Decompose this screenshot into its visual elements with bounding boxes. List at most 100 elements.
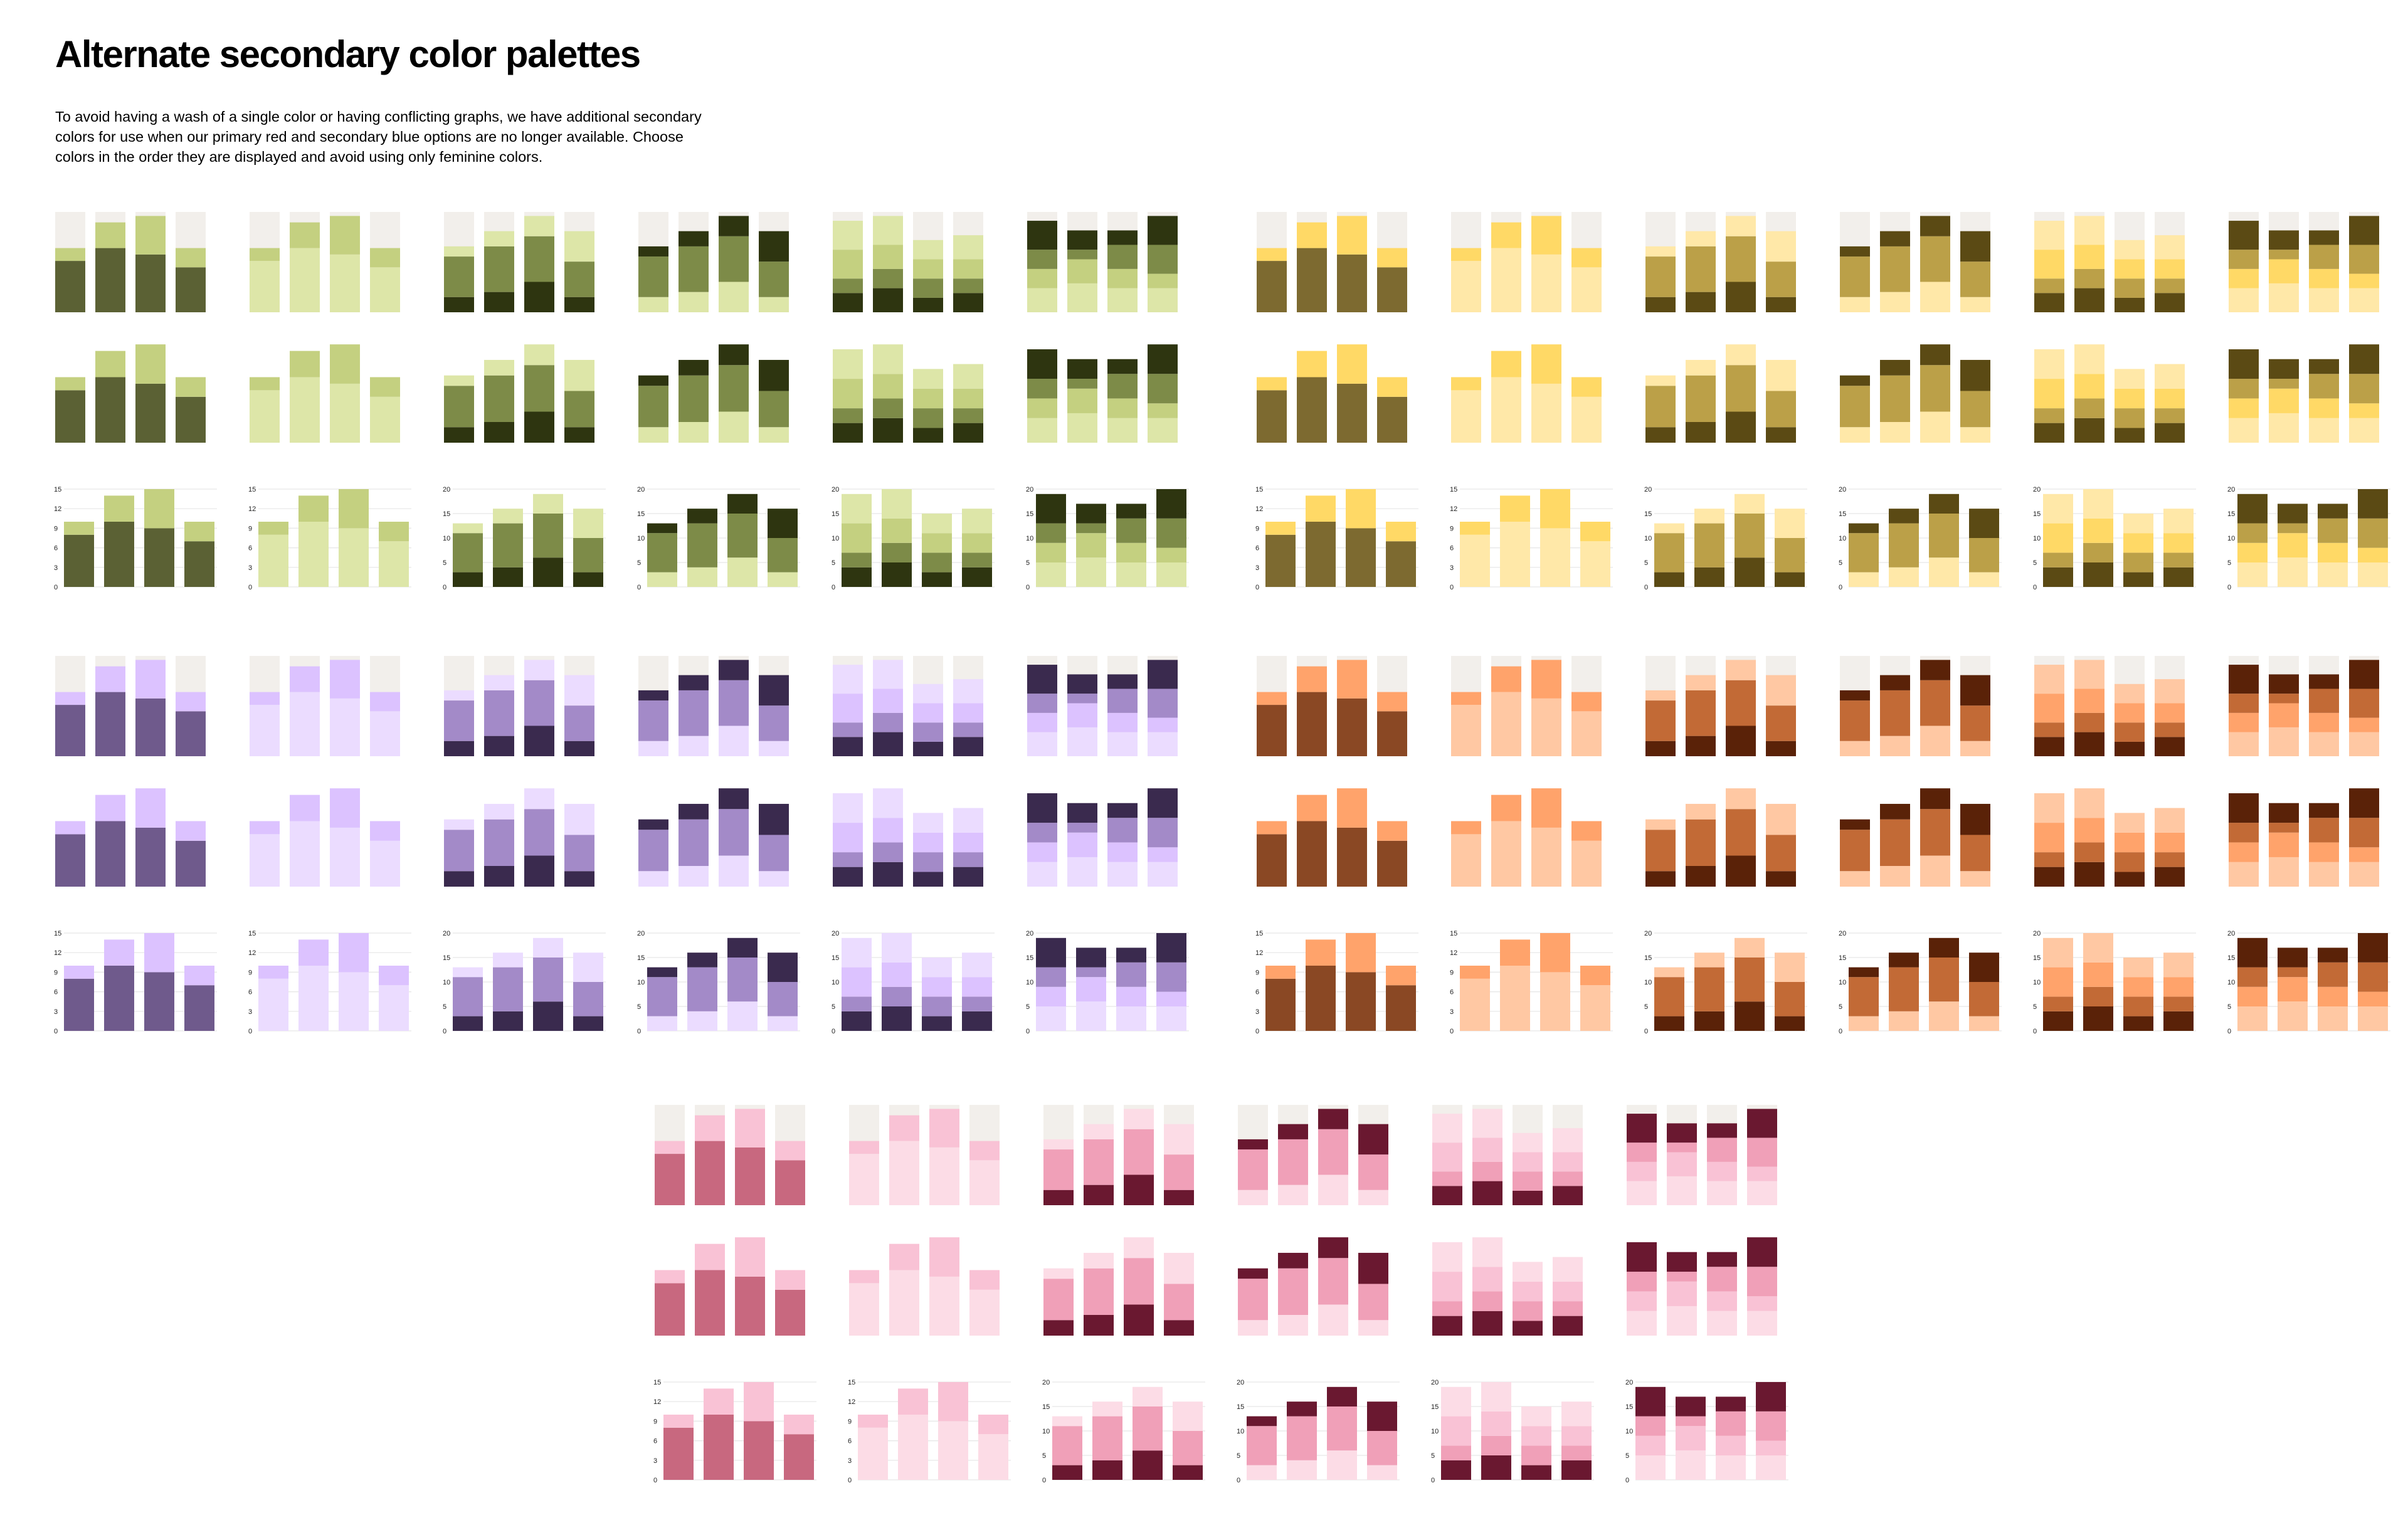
bar-segment xyxy=(1880,736,1910,756)
bar-segment xyxy=(250,248,280,261)
bar-segment xyxy=(1358,1284,1388,1321)
bar-segment xyxy=(1107,712,1138,732)
bar-segment xyxy=(1367,1401,1397,1431)
bar-segment xyxy=(1318,1258,1348,1305)
bar-segment xyxy=(842,967,872,997)
description-line: To avoid having a wash of a single color… xyxy=(55,108,702,125)
bar-segment xyxy=(849,1141,879,1154)
bar-segment xyxy=(1432,1171,1462,1186)
bar-segment xyxy=(1358,1154,1388,1190)
bar-segment xyxy=(784,1434,814,1480)
bar-segment xyxy=(444,690,474,701)
tick-label: 20 xyxy=(1644,486,1652,493)
bar-segment xyxy=(1513,1171,1543,1191)
bar-segment xyxy=(370,396,400,443)
bar-segment xyxy=(573,509,603,538)
bar-segment xyxy=(2115,408,2145,428)
bar-segment xyxy=(1092,1416,1122,1460)
bar-segment xyxy=(1327,1406,1357,1451)
bar-segment xyxy=(1747,1181,1777,1205)
bar-segment xyxy=(1747,1137,1777,1167)
bar-segment xyxy=(759,803,789,835)
bar-segment xyxy=(330,660,360,699)
bar-segment xyxy=(2349,732,2379,756)
bar-segment xyxy=(493,1011,523,1031)
bar-segment xyxy=(330,788,360,828)
bar-segment xyxy=(1747,1267,1777,1297)
bar-segment xyxy=(833,349,863,379)
bar-segment xyxy=(453,1016,483,1031)
tick-label: 12 xyxy=(1255,505,1263,513)
bar-segment xyxy=(533,557,563,587)
bar-segment xyxy=(1116,562,1146,587)
bar-segment xyxy=(1027,398,1057,418)
bar-segment xyxy=(1481,1435,1511,1455)
bar-segment xyxy=(1116,1006,1146,1031)
bar-segment xyxy=(1441,1386,1471,1417)
bar-segment xyxy=(2155,235,2185,260)
bar-segment xyxy=(889,1115,919,1141)
bar-segment xyxy=(1318,1109,1348,1129)
bar-segment xyxy=(833,737,863,756)
tick-label: 15 xyxy=(443,510,450,518)
tick-label: 0 xyxy=(832,1028,835,1035)
bar-segment xyxy=(484,246,514,292)
bar-segment xyxy=(1654,1016,1684,1031)
bar-segment xyxy=(339,528,369,587)
bar-segment xyxy=(176,692,206,712)
bar-segment xyxy=(1840,741,1870,756)
tick-label: 6 xyxy=(1450,989,1454,996)
tick-label: 6 xyxy=(54,989,58,996)
bar-segment xyxy=(2309,268,2339,288)
chart-purple-3-axis: 0 5 10 15 20 xyxy=(443,930,606,1035)
chart-purple-4-plain xyxy=(638,788,789,887)
bar-segment xyxy=(1472,1311,1502,1336)
chart-purple-5-track xyxy=(833,656,983,756)
bar-segment xyxy=(1297,351,1327,377)
bar-segment xyxy=(1067,857,1097,887)
bar-segment xyxy=(638,690,668,701)
bar-segment xyxy=(1880,803,1910,820)
bar-segment xyxy=(1067,388,1097,413)
palette-group-pink: 0 3 6 9 12 15 0 3 6 9 12 15 0 5 10 15 20 0 5 10 15 20 0 5 10 15 20… xyxy=(653,1105,1788,1484)
bar-segment xyxy=(1318,1237,1348,1259)
bar-segment xyxy=(1036,937,1066,968)
bar-segment xyxy=(2349,374,2379,404)
tick-label: 15 xyxy=(54,930,61,937)
bar-segment xyxy=(719,855,749,887)
bar-segment xyxy=(1067,283,1097,312)
bar-segment xyxy=(1067,694,1097,704)
chart-orange-2-plain xyxy=(1451,788,1602,887)
tick-label: 10 xyxy=(1237,1428,1244,1435)
bar-segment xyxy=(1920,365,1950,412)
bar-segment xyxy=(719,236,749,282)
bar-segment xyxy=(1716,1455,1746,1480)
bar-segment xyxy=(1148,418,1178,443)
tick-label: 0 xyxy=(1255,1028,1259,1035)
tick-label: 0 xyxy=(248,584,252,591)
bar-segment xyxy=(1716,1396,1746,1412)
bar-segment xyxy=(2309,862,2339,887)
bar-segment xyxy=(1027,793,1057,823)
tick-label: 12 xyxy=(54,949,61,957)
bar-segment xyxy=(2309,418,2339,443)
bar-segment xyxy=(370,711,400,756)
bar-segment xyxy=(953,737,983,756)
bar-segment xyxy=(1513,1190,1543,1205)
bar-segment xyxy=(873,216,903,245)
bar-segment xyxy=(1849,572,1879,587)
bar-segment xyxy=(1257,390,1287,443)
bar-segment xyxy=(2358,1006,2388,1031)
bar-segment xyxy=(2349,403,2379,418)
bar-segment xyxy=(1107,674,1138,689)
bar-segment xyxy=(104,966,134,1031)
bar-segment xyxy=(2034,737,2064,756)
bar-segment xyxy=(1386,985,1416,1031)
bar-segment xyxy=(1676,1416,1706,1427)
bar-segment xyxy=(1337,383,1367,443)
bar-segment xyxy=(1306,522,1336,587)
bar-segment xyxy=(679,690,709,736)
bar-segment xyxy=(913,832,943,853)
bar-segment xyxy=(484,292,514,312)
bar-segment xyxy=(929,1237,959,1277)
